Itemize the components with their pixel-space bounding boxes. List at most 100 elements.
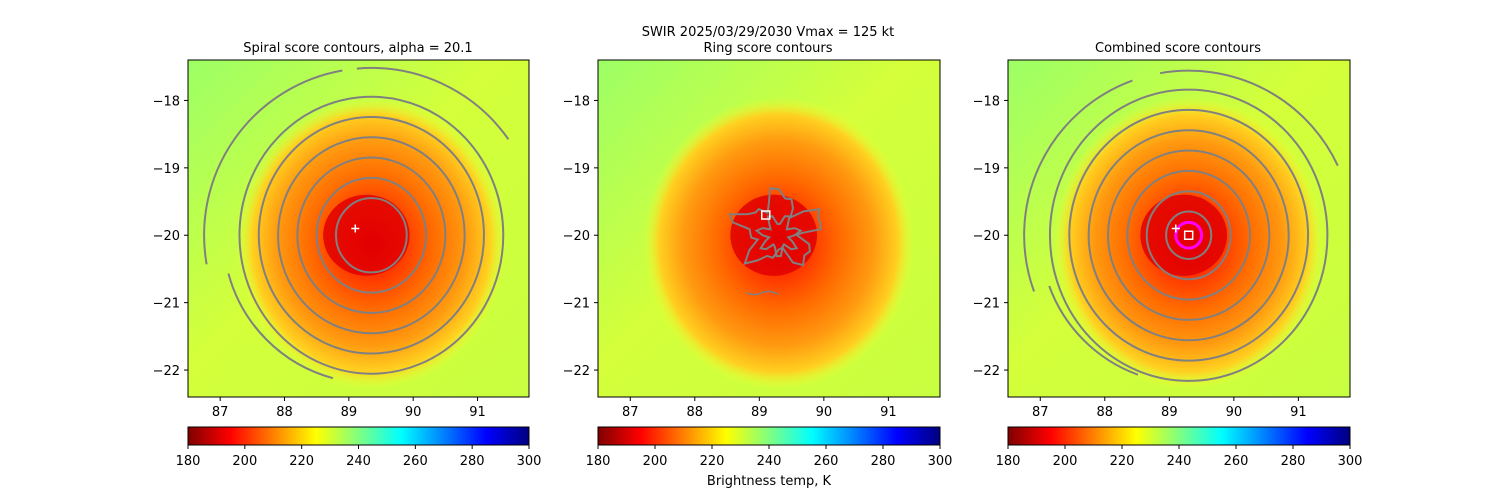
y-tick-label: −21 bbox=[153, 297, 180, 312]
x-tick-label: 89 bbox=[751, 405, 768, 420]
y-tick-label: −20 bbox=[973, 229, 1000, 244]
colorbar-gradient bbox=[187, 426, 530, 446]
colorbar-gradient bbox=[597, 426, 941, 446]
contour-arc bbox=[1023, 79, 1133, 292]
contour-fragment bbox=[746, 290, 779, 296]
colorbar-tick-label: 220 bbox=[700, 454, 725, 469]
colorbar-tick-label: 280 bbox=[871, 454, 896, 469]
panel-combined: Combined score contours 87 88 89 90 91 −18 −19… bbox=[973, 41, 1351, 420]
y-tick-label: −22 bbox=[563, 364, 590, 379]
colorbar-tick-label: 280 bbox=[1281, 454, 1306, 469]
panel-ring: Ring score contours 87 88 89 90 91 −18 −19 −20 −… bbox=[563, 41, 941, 420]
colorbar-tick-label: 260 bbox=[814, 454, 839, 469]
x-tick-label: 89 bbox=[1161, 405, 1178, 420]
x-tick-label: 87 bbox=[622, 405, 639, 420]
colorbar-2: 180 200 220 240 260 280 300 bbox=[586, 426, 953, 469]
y-tick-label: −19 bbox=[153, 162, 180, 177]
y-tick-label: −21 bbox=[973, 297, 1000, 312]
colorbar-tick-label: 300 bbox=[928, 454, 953, 469]
colorbar-gradient bbox=[1007, 426, 1351, 446]
contour-ring bbox=[334, 197, 408, 274]
contour-ring bbox=[1165, 210, 1213, 260]
axes-frame bbox=[1007, 59, 1351, 398]
x-tick-label: 89 bbox=[341, 405, 358, 420]
x-tick-label: 87 bbox=[1032, 405, 1049, 420]
y-tick-label: −19 bbox=[973, 162, 1000, 177]
colorbar-tick-label: 180 bbox=[176, 454, 201, 469]
x-tick-label: 88 bbox=[1097, 405, 1114, 420]
contour-ring bbox=[754, 215, 803, 258]
panel-title: Ring score contours bbox=[703, 41, 832, 56]
contour-ring bbox=[277, 136, 466, 335]
plot-area bbox=[598, 60, 940, 397]
colorbar-tick-label: 240 bbox=[346, 454, 371, 469]
x-tick-label: 88 bbox=[276, 405, 293, 420]
colorbar-tick-label: 180 bbox=[996, 454, 1021, 469]
plus-marker bbox=[351, 224, 360, 233]
x-tick-label: 90 bbox=[405, 405, 422, 420]
contour-ring bbox=[257, 116, 485, 355]
x-tick-label: 91 bbox=[469, 405, 486, 420]
contour-ring bbox=[1087, 129, 1290, 342]
contour-ring bbox=[1107, 149, 1271, 321]
colorbar-tick-label: 180 bbox=[586, 454, 611, 469]
contour-arc bbox=[203, 69, 343, 265]
square-marker bbox=[1183, 230, 1194, 240]
colorbar-tick-label: 260 bbox=[1224, 454, 1249, 469]
colorbar-tick-label: 300 bbox=[517, 454, 542, 469]
x-tick-label: 91 bbox=[1290, 405, 1307, 420]
contour-ring bbox=[315, 176, 428, 294]
eyewall-core bbox=[323, 194, 410, 276]
y-tick-label: −20 bbox=[153, 229, 180, 244]
figure-suptitle: SWIR 2025/03/29/2030 Vmax = 125 kt bbox=[642, 25, 895, 40]
colorbar-tick-label: 220 bbox=[289, 454, 314, 469]
colorbar-1: 180 200 220 240 260 280 300 bbox=[176, 426, 542, 469]
panel-title: Spiral score contours, alpha = 20.1 bbox=[243, 41, 472, 56]
colorbar-label: Brightness temp, K bbox=[707, 474, 832, 489]
contour-ring bbox=[1068, 108, 1310, 362]
y-tick-label: −18 bbox=[153, 94, 180, 109]
x-tick-label: 91 bbox=[880, 405, 897, 420]
colorbar-tick-label: 280 bbox=[460, 454, 485, 469]
contour-ring bbox=[1145, 190, 1232, 281]
colorbar-3: 180 200 220 240 260 280 300 bbox=[996, 426, 1363, 469]
plus-marker bbox=[1171, 224, 1180, 233]
y-tick-label: −22 bbox=[973, 364, 1000, 379]
contour-arc bbox=[1159, 69, 1339, 167]
y-tick-label: −20 bbox=[563, 229, 590, 244]
colorbar-tick-label: 300 bbox=[1338, 454, 1363, 469]
y-tick-label: −18 bbox=[563, 94, 590, 109]
x-tick-label: 88 bbox=[687, 405, 704, 420]
colorbar-tick-label: 260 bbox=[403, 454, 428, 469]
contour-ring bbox=[728, 187, 822, 267]
contour-ring bbox=[1126, 169, 1251, 301]
y-tick-label: −19 bbox=[563, 162, 590, 177]
panel-spiral: Spiral score contours, alpha = 20.1 87 88… bbox=[153, 41, 530, 420]
y-tick-label: −22 bbox=[153, 364, 180, 379]
colorbar-tick-label: 240 bbox=[1167, 454, 1192, 469]
circle-marker bbox=[1174, 220, 1204, 250]
contour-arc bbox=[227, 273, 334, 380]
y-tick-label: −21 bbox=[563, 297, 590, 312]
colorbar-tick-label: 200 bbox=[1053, 454, 1078, 469]
contour-arc bbox=[1048, 285, 1139, 376]
plot-area bbox=[1008, 60, 1350, 397]
contour-ring bbox=[296, 156, 447, 314]
y-tick-label: −18 bbox=[973, 94, 1000, 109]
square-marker bbox=[761, 210, 771, 220]
contour-ring bbox=[238, 95, 505, 375]
panel-title: Combined score contours bbox=[1095, 41, 1261, 56]
plot-area bbox=[188, 60, 529, 397]
contour-ring bbox=[1048, 88, 1329, 382]
contour-arc bbox=[356, 67, 510, 140]
eyewall-core bbox=[1140, 194, 1228, 276]
axes-frame bbox=[187, 59, 530, 398]
x-tick-label: 90 bbox=[1226, 405, 1243, 420]
x-tick-label: 90 bbox=[816, 405, 833, 420]
colorbar-tick-label: 220 bbox=[1110, 454, 1135, 469]
x-tick-label: 87 bbox=[212, 405, 229, 420]
axes-frame bbox=[597, 59, 941, 398]
colorbar-tick-label: 200 bbox=[232, 454, 257, 469]
colorbar-tick-label: 240 bbox=[757, 454, 782, 469]
